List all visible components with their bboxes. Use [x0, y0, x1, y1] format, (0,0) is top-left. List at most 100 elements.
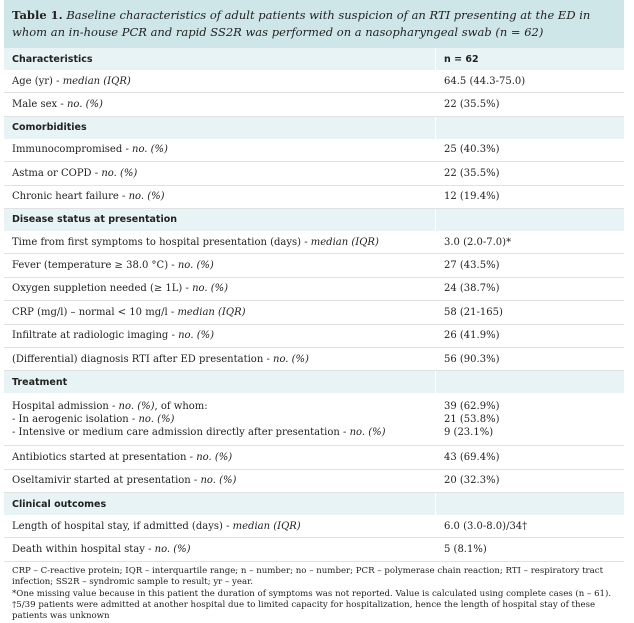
row-label-text: Infiltrate at radiologic imaging: [12, 330, 169, 342]
row-label-text: Antibiotics started at presentation: [12, 451, 187, 463]
row-label-qualifier: no. (%): [178, 330, 215, 342]
row-value: 22 (35.5%): [435, 92, 624, 117]
row-label: Death within hospital stay - no. (%): [4, 537, 436, 562]
table-row: Length of hospital stay, if admitted (da…: [4, 515, 624, 539]
section-value-cell: [435, 492, 624, 516]
table-row: Oseltamivir started at presentation - no…: [4, 469, 624, 494]
row-value: 27 (43.5%): [435, 253, 624, 278]
table-row: Astma or COPD - no. (%) 22 (35.5%): [4, 161, 624, 186]
table-row: Time from first symptoms to hospital pre…: [4, 230, 624, 255]
row-label-line: - Intensive or medium care admission dir…: [12, 426, 386, 438]
section-label: Comorbidities: [4, 116, 436, 139]
table-row: Oxygen suppletion needed (≥ 1L) - no. (%…: [4, 277, 624, 302]
header-n: n = 62: [435, 48, 624, 70]
row-value: 22 (35.5%): [435, 161, 624, 186]
row-value: 26 (41.9%): [435, 324, 624, 348]
row-value: 39 (62.9%) 21 (53.8%) 9 (23.1%): [435, 393, 624, 447]
row-label-qualifier: no. (%): [132, 144, 168, 156]
row-label-qualifier: no. (%): [273, 353, 309, 365]
row-label: Astma or COPD - no. (%): [4, 161, 436, 186]
row-label-qualifier: no. (%): [128, 191, 165, 203]
row-label-text: Male sex: [12, 99, 58, 111]
table-header-row: Characteristics n = 62: [4, 48, 624, 70]
row-label: Infiltrate at radiologic imaging - no. (…: [4, 324, 436, 348]
row-label-line: - In aerogenic isolation - no. (%): [12, 413, 175, 425]
table-row: Chronic heart failure - no. (%) 12 (19.4%…: [4, 185, 624, 209]
row-label-text: Time from first symptoms to hospital pre…: [12, 236, 302, 248]
row-label-qualifier: no. (%): [138, 413, 175, 425]
row-label-line: Hospital admission - no. (%), of whom:: [12, 400, 208, 412]
row-label-text: - Intensive or medium care admission dir…: [12, 426, 340, 438]
row-label: Male sex - no. (%): [4, 92, 436, 117]
table-row: CRP (mg/l) – normal < 10 mg/l - median (…: [4, 300, 624, 325]
row-label-qualifier: no. (%): [101, 167, 138, 179]
section-header-row: Disease status at presentation: [4, 208, 624, 231]
row-label-qualifier: median (IQR): [310, 236, 379, 248]
row-label-text: Astma or COPD: [12, 167, 92, 179]
row-label-text: (Differential) diagnosis RTI after ED pr…: [12, 353, 264, 365]
footnote: CRP – C-reactive protein; IQR – interqua…: [12, 565, 604, 588]
row-value-line: 21 (53.8%): [444, 413, 500, 425]
row-label: Hospital admission - no. (%), of whom: - …: [4, 393, 436, 447]
table-row: Immunocompromised - no. (%) 25 (40.3%): [4, 138, 624, 163]
footnote: †5/39 patients were admitted at another …: [12, 600, 596, 622]
row-label-text: Immunocompromised: [12, 144, 123, 156]
row-label: Time from first symptoms to hospital pre…: [4, 230, 436, 255]
row-label: Length of hospital stay, if admitted (da…: [4, 515, 436, 539]
section-value-cell: [435, 116, 624, 139]
row-label: Antibiotics started at presentation - no…: [4, 445, 436, 470]
table-row: Hospital admission - no. (%), of whom: - …: [4, 393, 624, 447]
caption-text: Baseline characteristics of adult patien…: [12, 8, 591, 39]
row-value-line: 39 (62.9%): [444, 400, 500, 412]
row-label-qualifier: median (IQR): [232, 520, 301, 532]
row-value: 43 (69.4%): [435, 445, 624, 470]
section-value-cell: [435, 370, 624, 394]
table-row: Infiltrate at radiologic imaging - no. (…: [4, 324, 624, 348]
row-label-qualifier: no. (%): [200, 475, 237, 487]
row-label-text: Age (yr): [12, 75, 53, 87]
row-label-suffix: , of whom:: [154, 400, 208, 412]
row-label-qualifier: median (IQR): [62, 75, 131, 87]
table-row: Fever (temperature ≥ 38.0 °C) - no. (%) 2…: [4, 253, 624, 278]
row-label-text: Hospital admission: [12, 400, 109, 412]
row-label: (Differential) diagnosis RTI after ED pr…: [4, 347, 436, 372]
row-label-qualifier: no. (%): [66, 99, 103, 111]
section-header-row: Clinical outcomes: [4, 492, 624, 516]
table-footnotes: CRP – C-reactive protein; IQR – interqua…: [4, 562, 624, 623]
row-label-qualifier: no. (%): [196, 451, 233, 463]
table-caption: Table 1. Baseline characteristics of adu…: [4, 0, 624, 48]
row-label-text: Length of hospital stay, if admitted (da…: [12, 520, 223, 532]
row-value: 20 (32.3%): [435, 469, 624, 494]
row-label: Oxygen suppletion needed (≥ 1L) - no. (%…: [4, 277, 436, 302]
row-label: Chronic heart failure - no. (%): [4, 185, 436, 209]
row-label-qualifier: no. (%): [118, 400, 155, 412]
row-label: Fever (temperature ≥ 38.0 °C) - no. (%): [4, 253, 436, 278]
row-label: Oseltamivir started at presentation - no…: [4, 469, 436, 494]
row-label-qualifier: no. (%): [192, 283, 229, 295]
section-label: Disease status at presentation: [4, 208, 436, 231]
row-value: 64.5 (44.3-75.0): [435, 70, 624, 94]
row-value: 12 (19.4%): [435, 185, 624, 209]
row-label-qualifier: no. (%): [349, 426, 386, 438]
table-figure: Table 1. Baseline characteristics of adu…: [4, 0, 624, 623]
row-label-text: CRP (mg/l) – normal < 10 mg/l: [12, 306, 168, 318]
row-label-text: Fever (temperature ≥ 38.0 °C): [12, 260, 169, 272]
row-label-text: Oxygen suppletion needed (≥ 1L): [12, 283, 183, 295]
row-label-text: - In aerogenic isolation: [12, 413, 129, 425]
table-row: Death within hospital stay - no. (%) 5 (8…: [4, 537, 624, 562]
row-value: 56 (90.3%): [435, 347, 624, 372]
row-value: 58 (21-165): [435, 300, 624, 325]
row-label-qualifier: no. (%): [154, 544, 191, 556]
row-value: 25 (40.3%): [435, 138, 624, 163]
table-row: (Differential) diagnosis RTI after ED pr…: [4, 347, 624, 372]
row-label-text: Chronic heart failure: [12, 191, 119, 203]
section-header-row: Comorbidities: [4, 116, 624, 139]
row-label-qualifier: median (IQR): [177, 306, 246, 318]
header-characteristics: Characteristics: [4, 48, 436, 70]
section-label: Clinical outcomes: [4, 492, 436, 516]
row-value: 6.0 (3.0-8.0)/34†: [435, 515, 624, 539]
row-label-qualifier: no. (%): [177, 260, 214, 272]
row-label-text: Death within hospital stay: [12, 544, 145, 556]
baseline-table: Characteristics n = 62 Age (yr) - median…: [4, 48, 624, 562]
table-row: Male sex - no. (%) 22 (35.5%): [4, 92, 624, 117]
